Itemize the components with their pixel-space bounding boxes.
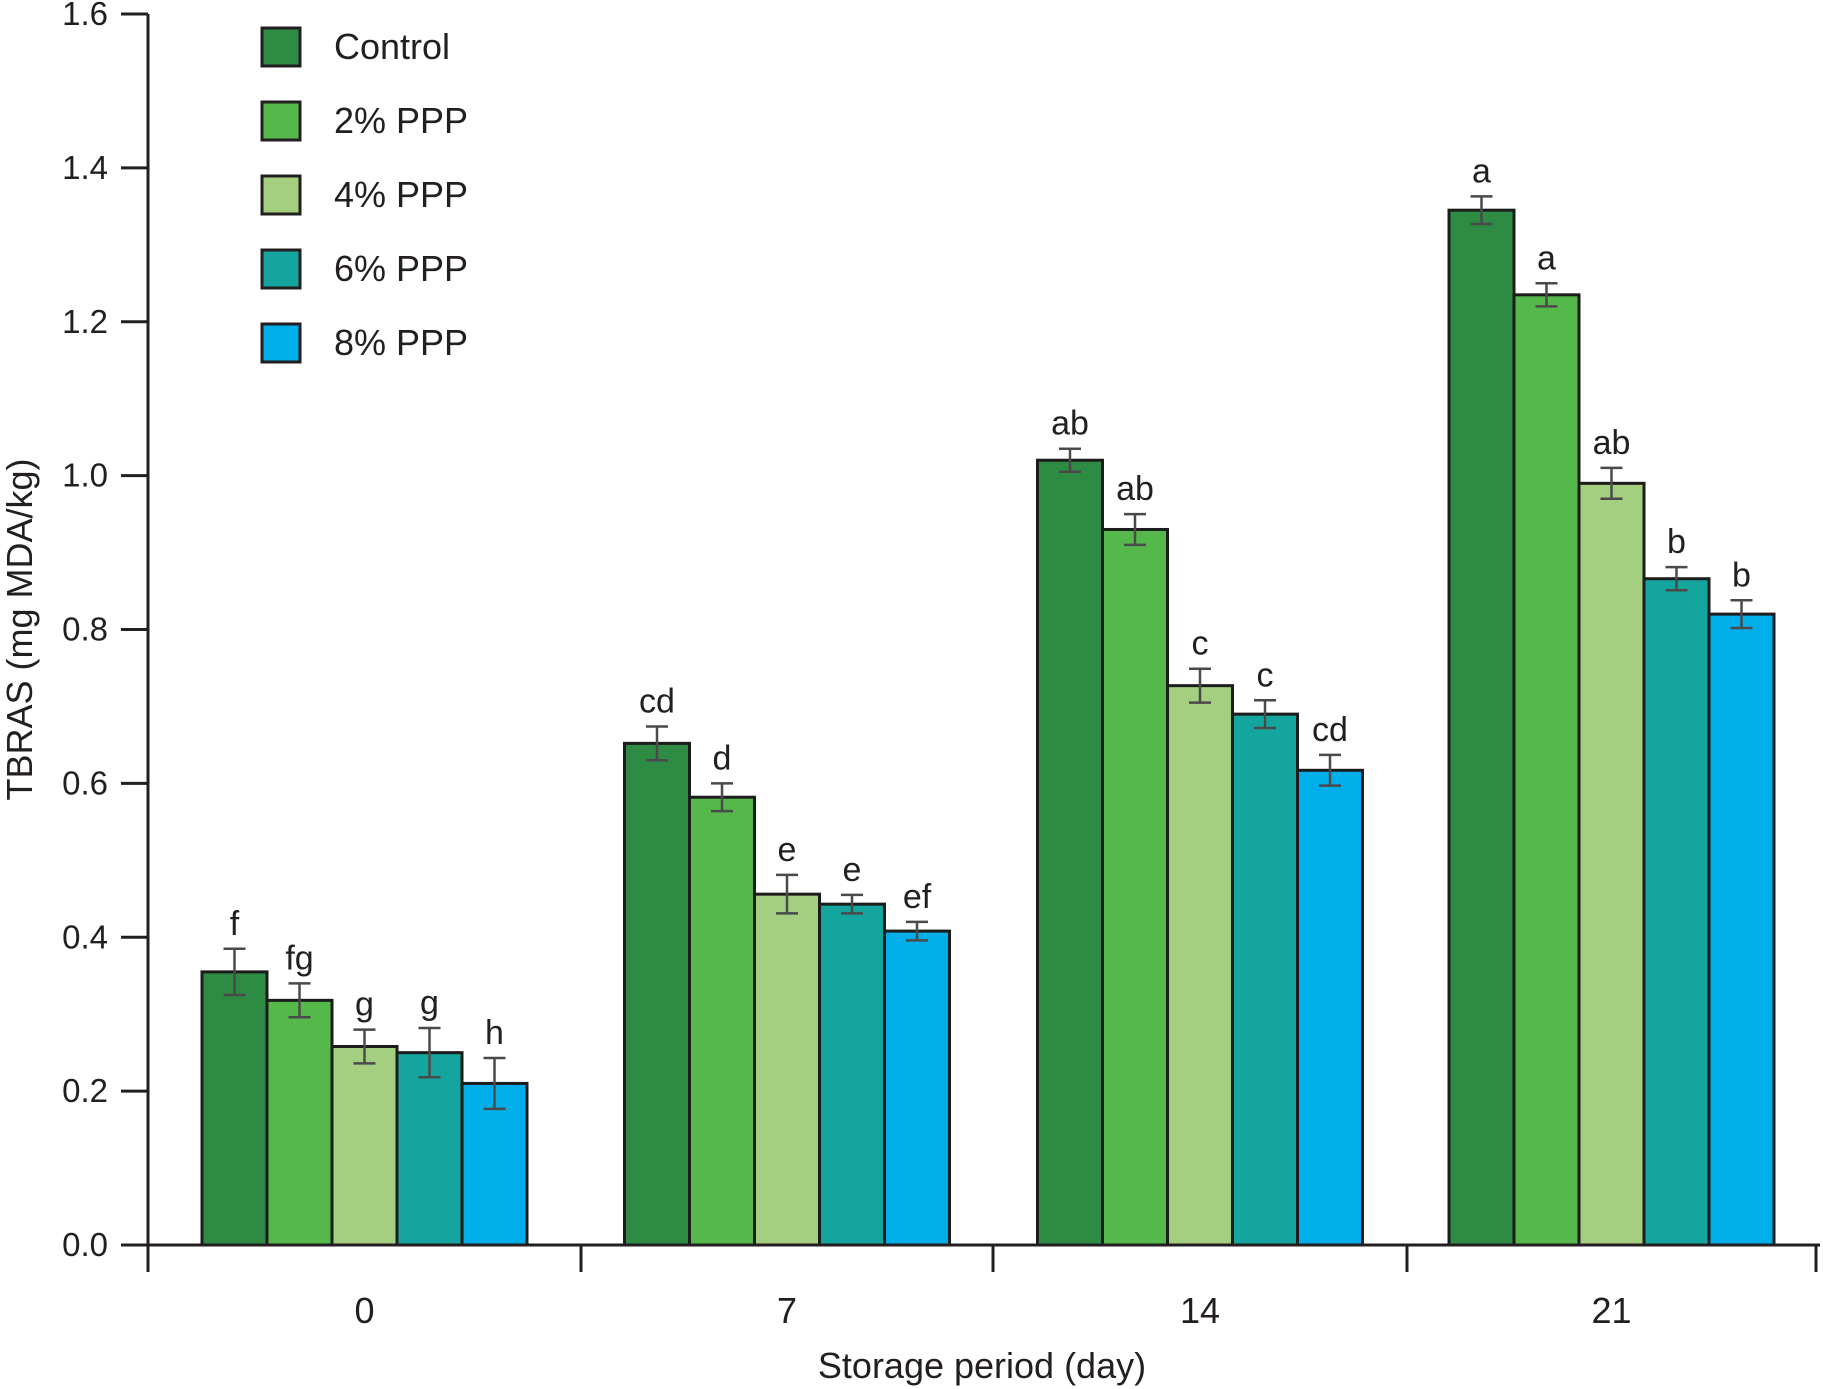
bar-6-ppp-day14 [1231, 712, 1299, 1247]
legend-swatch-8-ppp [260, 322, 302, 364]
bar-control-day0 [200, 970, 269, 1247]
sig-letter-6-ppp-day7: e [843, 851, 862, 889]
bar-2-ppp-day21 [1512, 293, 1581, 1247]
sig-letter-8-ppp-day0: h [485, 1014, 504, 1052]
bar-6-ppp-day7 [818, 902, 886, 1247]
y-tick-label-1.2: 1.2 [62, 303, 108, 340]
bar-4-ppp-day21 [1577, 481, 1646, 1247]
legend-swatch-control [260, 26, 302, 68]
x-tick-label-7: 7 [777, 1290, 797, 1331]
sig-letter-4-ppp-day0: g [355, 986, 374, 1024]
bar-8-ppp-day21 [1707, 612, 1776, 1247]
y-tick-label-0.2: 0.2 [62, 1072, 108, 1109]
y-tick-label-0.8: 0.8 [62, 611, 108, 648]
bar-6-ppp-day0 [395, 1051, 464, 1247]
sig-letter-8-ppp-day21: b [1732, 556, 1751, 594]
legend-label-8-ppp: 8% PPP [334, 322, 468, 363]
bar-2-ppp-day0 [265, 998, 334, 1247]
y-tick-label-0.0: 0.0 [62, 1226, 108, 1263]
y-tick-label-1.6: 1.6 [62, 0, 108, 32]
bar-2-ppp-day14 [1101, 527, 1169, 1247]
bar-control-day21 [1447, 208, 1516, 1247]
bar-control-day14 [1036, 458, 1104, 1247]
bar-control-day7 [623, 741, 691, 1247]
sig-letter-control-day7: cd [639, 682, 675, 720]
legend-label-6-ppp: 6% PPP [334, 248, 468, 289]
sig-letter-6-ppp-day0: g [420, 984, 439, 1022]
x-tick-label-0: 0 [354, 1290, 374, 1331]
legend-label-control: Control [334, 26, 450, 67]
legend-label-4-ppp: 4% PPP [334, 174, 468, 215]
sig-letter-control-day0: f [230, 905, 240, 943]
legend-swatch-2-ppp [260, 100, 302, 142]
sig-letter-2-ppp-day7: d [713, 739, 732, 777]
x-tick-label-21: 21 [1591, 1290, 1631, 1331]
sig-letter-control-day21: a [1472, 152, 1491, 190]
y-tick-label-1.4: 1.4 [62, 149, 108, 186]
x-tick-label-14: 14 [1180, 1290, 1220, 1331]
sig-letter-4-ppp-day21: ab [1593, 424, 1631, 462]
sig-letter-6-ppp-day21: b [1667, 523, 1686, 561]
bar-8-ppp-day0 [460, 1081, 529, 1247]
y-axis-title: TBRAS (mg MDA/kg) [0, 458, 40, 800]
legend-label-2-ppp: 2% PPP [334, 100, 468, 141]
bar-8-ppp-day7 [883, 929, 951, 1247]
sig-letter-2-ppp-day0: fg [285, 939, 313, 977]
sig-letter-8-ppp-day14: cd [1312, 711, 1348, 749]
sig-letter-control-day14: ab [1051, 405, 1089, 443]
sig-letter-6-ppp-day14: c [1257, 656, 1274, 694]
y-tick-label-1.0: 1.0 [62, 457, 108, 494]
legend-swatch-4-ppp [260, 174, 302, 216]
bar-6-ppp-day21 [1642, 577, 1711, 1247]
sig-letter-8-ppp-day7: ef [903, 878, 932, 916]
sig-letter-4-ppp-day14: c [1192, 625, 1209, 663]
bar-4-ppp-day0 [330, 1045, 399, 1247]
y-tick-label-0.4: 0.4 [62, 918, 108, 955]
bar-8-ppp-day14 [1296, 768, 1364, 1247]
bar-2-ppp-day7 [688, 795, 756, 1247]
x-axis-title: Storage period (day) [818, 1345, 1146, 1386]
bar-4-ppp-day7 [753, 892, 821, 1247]
bar-4-ppp-day14 [1166, 684, 1234, 1247]
sig-letter-2-ppp-day21: a [1537, 239, 1556, 277]
legend-swatch-6-ppp [260, 248, 302, 290]
sig-letter-2-ppp-day14: ab [1116, 470, 1154, 508]
y-tick-label-0.6: 0.6 [62, 764, 108, 801]
sig-letter-4-ppp-day7: e [778, 831, 797, 869]
